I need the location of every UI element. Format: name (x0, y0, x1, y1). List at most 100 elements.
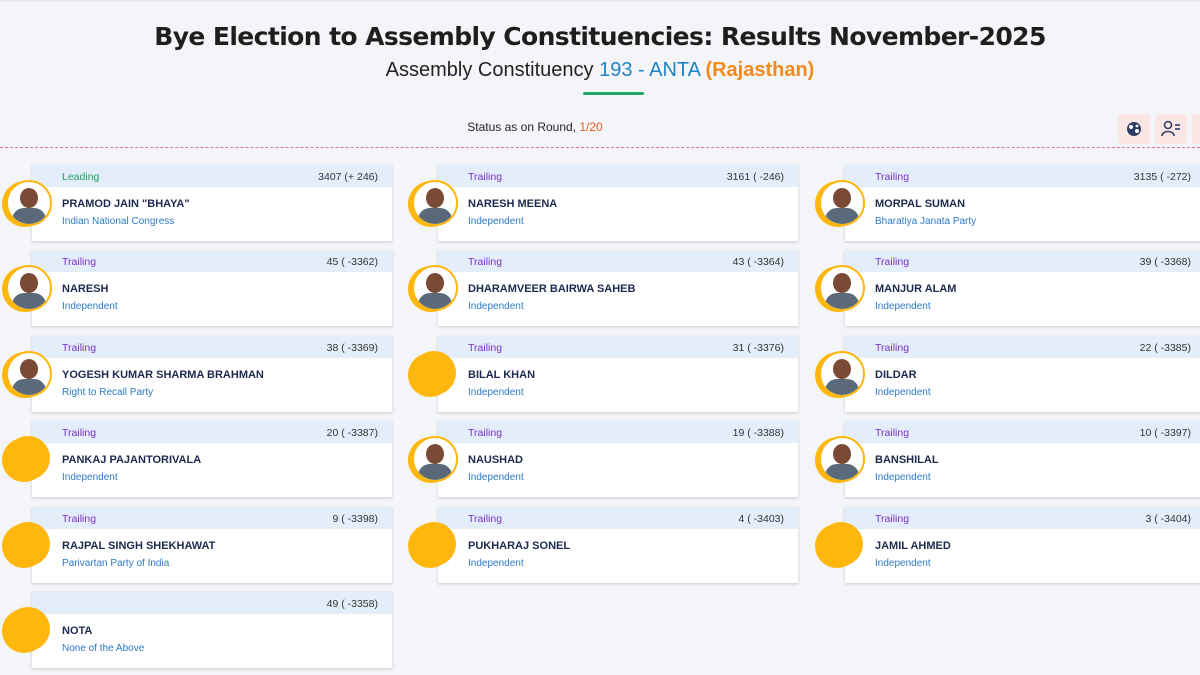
round-status: Status as on Round, 1/20 (0, 120, 1070, 134)
candidate-card[interactable]: Trailing 22 ( -3385) DILDAR Independent (845, 336, 1200, 412)
vote-count: 38 ( -3369) (326, 342, 378, 354)
party-name: Independent (468, 387, 524, 398)
card-status-bar: Trailing 45 ( -3362) (32, 250, 392, 272)
title-underline (583, 92, 644, 95)
candidate-card[interactable]: Trailing 31 ( -3376) BILAL KHAN Independent (438, 336, 798, 412)
party-name: Independent (468, 472, 524, 483)
candidate-avatar (819, 436, 865, 482)
state-name: (Rajasthan) (705, 59, 815, 81)
status-badge: Trailing (875, 256, 910, 268)
candidate-card[interactable]: Trailing 3161 ( -246) NARESH MEENA Independ… (438, 165, 798, 241)
candidate-name: PRAMOD JAIN "BHAYA" (62, 198, 190, 210)
candidate-name: RAJPAL SINGH SHEKHAWAT (62, 540, 216, 552)
status-badge: Trailing (62, 513, 97, 525)
status-badge: Trailing (875, 342, 910, 354)
vote-count: 3407 (+ 246) (318, 171, 378, 183)
candidate-avatar (6, 436, 50, 480)
candidate-card[interactable]: Trailing 3135 ( -272) MORPAL SUMAN Bharatiy… (845, 165, 1200, 241)
vote-count: 3 ( -3404) (1145, 513, 1191, 525)
candidate-avatar (412, 265, 458, 311)
party-name: Independent (875, 301, 931, 312)
avatar-body (12, 379, 46, 395)
toolbar (1118, 114, 1200, 144)
candidate-name: YOGESH KUMAR SHARMA BRAHMAN (62, 369, 264, 381)
constituency-name: 193 - ANTA (599, 59, 700, 81)
party-name: Indian National Congress (62, 216, 175, 227)
card-status-bar: Trailing 22 ( -3385) (845, 336, 1200, 358)
candidate-card[interactable]: Trailing 20 ( -3387) PANKAJ PAJANTORIVALA I… (32, 421, 392, 497)
card-status-bar: Trailing 3161 ( -246) (438, 165, 798, 187)
candidate-card[interactable]: Trailing 45 ( -3362) NARESH Independent (32, 250, 392, 326)
constituency-subtitle: Assembly Constituency 193 - ANTA (Rajast… (0, 59, 1200, 82)
candidate-card[interactable]: Trailing 3 ( -3404) JAMIL AHMED Independent (845, 507, 1200, 583)
vote-count: 43 ( -3364) (732, 256, 784, 268)
candidate-card[interactable]: Trailing 43 ( -3364) DHARAMVEER BAIRWA SAH… (438, 250, 798, 326)
avatar-body (825, 464, 859, 480)
candidate-name: PUKHARAJ SONEL (468, 540, 571, 552)
candidate-avatar (819, 522, 863, 566)
candidate-avatar (819, 351, 865, 397)
candidate-avatar (412, 436, 458, 482)
status-badge: Trailing (875, 513, 910, 525)
candidate-avatar (6, 522, 50, 566)
candidate-card[interactable]: Trailing 19 ( -3388) NAUSHAD Independent (438, 421, 798, 497)
status-badge: Trailing (468, 342, 503, 354)
avatar-body (418, 464, 452, 480)
avatar-body (12, 208, 46, 224)
status-badge: Trailing (62, 427, 97, 439)
candidate-name: BILAL KHAN (468, 369, 536, 381)
candidate-name: DHARAMVEER BAIRWA SAHEB (468, 283, 636, 295)
candidate-avatar (412, 522, 456, 566)
party-name: Independent (468, 301, 524, 312)
party-name: Independent (875, 472, 931, 483)
status-badge: Trailing (468, 256, 503, 268)
vote-count: 10 ( -3397) (1139, 427, 1191, 439)
candidate-name: NAUSHAD (468, 454, 523, 466)
candidate-card[interactable]: Trailing 4 ( -3403) PUKHARAJ SONEL Independ… (438, 507, 798, 583)
vote-count: 45 ( -3362) (326, 256, 378, 268)
party-name: Independent (468, 216, 524, 227)
vote-count: 22 ( -3385) (1139, 342, 1191, 354)
vote-count: 19 ( -3388) (732, 427, 784, 439)
vote-count: 31 ( -3376) (732, 342, 784, 354)
status-badge: Trailing (875, 171, 910, 183)
card-status-bar: Trailing 4 ( -3403) (438, 507, 798, 529)
page-title: Bye Election to Assembly Constituencies:… (154, 22, 1046, 51)
party-wise-button[interactable] (1118, 114, 1150, 144)
avatar-body (418, 293, 452, 309)
candidate-wise-button[interactable] (1155, 114, 1187, 144)
candidate-card[interactable]: Trailing 9 ( -3398) RAJPAL SINGH SHEKHAWAT… (32, 507, 392, 583)
candidate-name: JAMIL AHMED (875, 540, 951, 552)
card-status-bar: Trailing 39 ( -3368) (845, 250, 1200, 272)
party-name: Independent (62, 472, 118, 483)
avatar-head (426, 188, 444, 208)
status-badge: Trailing (468, 171, 503, 183)
candidate-name: MORPAL SUMAN (875, 198, 966, 210)
candidate-card[interactable]: 49 ( -3358) NOTA None of the Above (32, 592, 392, 668)
status-badge: Trailing (62, 256, 97, 268)
candidate-avatar (6, 607, 50, 651)
candidate-name: NARESH (62, 283, 109, 295)
avatar-body (825, 293, 859, 309)
candidate-name: NOTA (62, 625, 93, 637)
candidate-name: MANJUR ALAM (875, 283, 957, 295)
party-name: Bharatiya Janata Party (875, 216, 977, 227)
candidate-avatar (6, 351, 52, 397)
avatar-head (833, 359, 851, 379)
summary-button[interactable] (1192, 114, 1200, 144)
candidate-card[interactable]: Trailing 10 ( -3397) BANSHILAL Independent (845, 421, 1200, 497)
section-divider (0, 147, 1200, 148)
candidate-card[interactable]: Trailing 39 ( -3368) MANJUR ALAM Independen… (845, 250, 1200, 326)
party-name: Independent (62, 301, 118, 312)
avatar-body (12, 293, 46, 309)
card-status-bar: Trailing 10 ( -3397) (845, 421, 1200, 443)
card-status-bar: 49 ( -3358) (32, 592, 392, 614)
candidate-name: PANKAJ PAJANTORIVALA (62, 454, 202, 466)
candidate-card[interactable]: Trailing 38 ( -3369) YOGESH KUMAR SHARMA B… (32, 336, 392, 412)
avatar-head (20, 188, 38, 208)
card-status-bar: Leading 3407 (+ 246) (32, 165, 392, 187)
avatar-body (418, 208, 452, 224)
card-status-bar: Trailing 43 ( -3364) (438, 250, 798, 272)
card-status-bar: Trailing 9 ( -3398) (32, 507, 392, 529)
candidate-card[interactable]: Leading 3407 (+ 246) PRAMOD JAIN "BHAYA" In… (32, 165, 392, 241)
